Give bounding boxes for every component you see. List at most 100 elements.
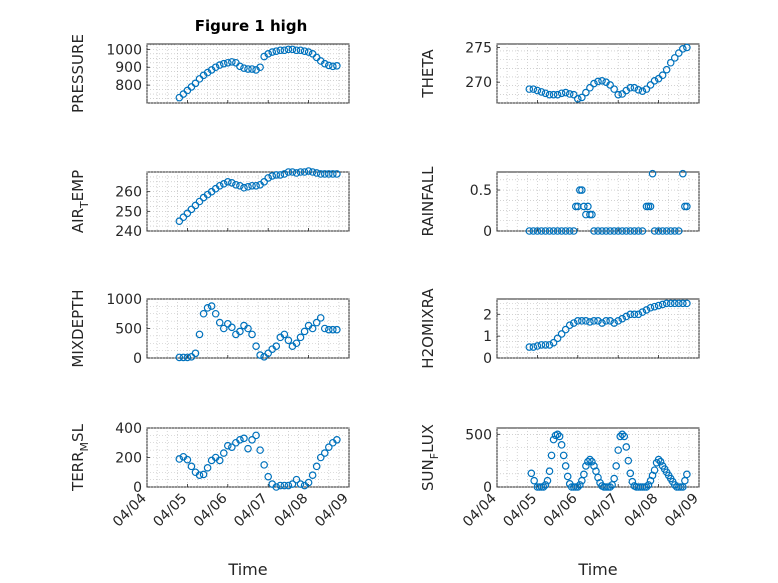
data-point [553, 90, 562, 99]
data-point [260, 461, 268, 469]
data-point [312, 169, 321, 177]
data-point [634, 227, 643, 235]
data-point [545, 227, 554, 235]
data-point [553, 227, 562, 235]
y-tick-label: 0 [133, 351, 142, 367]
data-point [541, 89, 550, 98]
data-point [584, 202, 592, 211]
data-point [219, 180, 228, 188]
data-point [324, 443, 333, 451]
data-point [292, 169, 301, 177]
data-point [529, 85, 538, 93]
data-point [333, 62, 341, 70]
data-point [195, 471, 204, 480]
data-point [644, 481, 653, 489]
data-point [533, 86, 542, 95]
data-point [312, 318, 321, 327]
data-point [588, 457, 596, 466]
data-point [272, 483, 281, 491]
data-point [537, 88, 546, 96]
data-point [670, 227, 679, 235]
data-point [219, 324, 228, 333]
data-point [333, 325, 341, 334]
data-point [598, 227, 606, 235]
subplot-rainfall: 0 0.5 RAINFALL [419, 166, 700, 240]
data-point [679, 45, 687, 53]
data-point [580, 202, 588, 211]
data-point [553, 430, 562, 439]
data-point [654, 227, 663, 235]
data-point [244, 182, 252, 191]
data-point [284, 481, 293, 490]
data-point [280, 170, 289, 178]
data-point [292, 46, 301, 55]
data-point [207, 302, 216, 310]
data-point [612, 462, 620, 470]
y-tick-label: 1 [483, 329, 492, 345]
data-point [580, 470, 588, 479]
data-point [670, 54, 679, 62]
data-point [634, 86, 643, 94]
data-point [308, 471, 317, 480]
y-tick-label: 250 [115, 204, 142, 220]
data-point [662, 227, 671, 235]
data-point [614, 90, 623, 99]
subplot-theta: 270 275 THETA [419, 40, 700, 104]
data-point [561, 325, 570, 334]
data-point [588, 210, 596, 219]
data-point [614, 227, 623, 235]
data-point [179, 353, 188, 362]
data-point [195, 197, 204, 206]
data-point [642, 85, 651, 93]
data-point [260, 178, 268, 186]
data-point [576, 481, 584, 489]
data-point [329, 62, 337, 71]
data-point [527, 469, 536, 478]
y-tick-label: 260 [115, 185, 142, 201]
data-point [590, 227, 598, 235]
data-point [320, 324, 329, 333]
data-point [622, 443, 631, 451]
y-tick-label: 200 [115, 451, 142, 467]
data-point [320, 59, 329, 68]
data-point [654, 301, 663, 310]
subplot-pressure: 800 900 1000 PRESSURE [69, 34, 350, 113]
data-point [683, 202, 691, 211]
data-point [683, 43, 691, 52]
data-point [630, 310, 639, 319]
y-tick-label: 275 [465, 40, 492, 56]
data-point [642, 306, 651, 314]
y-axis-label: H2OMIXRA [419, 288, 437, 369]
data-point [175, 353, 184, 362]
data-point [211, 63, 220, 72]
data-point [292, 339, 301, 348]
data-point [333, 170, 341, 178]
data-point [280, 330, 289, 339]
data-point [561, 462, 570, 470]
data-point [614, 317, 623, 325]
data-point [602, 227, 610, 235]
data-point [666, 58, 675, 67]
data-point [300, 168, 309, 176]
data-point [316, 314, 325, 322]
data-point [191, 79, 200, 88]
data-point [543, 476, 552, 485]
data-point [175, 455, 184, 463]
data-point [537, 227, 546, 235]
data-point [630, 83, 639, 92]
data-point [248, 65, 256, 73]
data-point [679, 169, 687, 178]
data-point [679, 299, 687, 308]
data-point [215, 456, 224, 465]
data-point [606, 317, 614, 325]
data-point [179, 213, 188, 222]
data-point [586, 83, 594, 92]
data-point [320, 170, 329, 178]
data-point [573, 317, 582, 325]
data-point [300, 47, 309, 55]
data-point [541, 341, 550, 349]
data-point [654, 455, 663, 464]
data-point [530, 476, 538, 485]
data-point [240, 64, 248, 72]
